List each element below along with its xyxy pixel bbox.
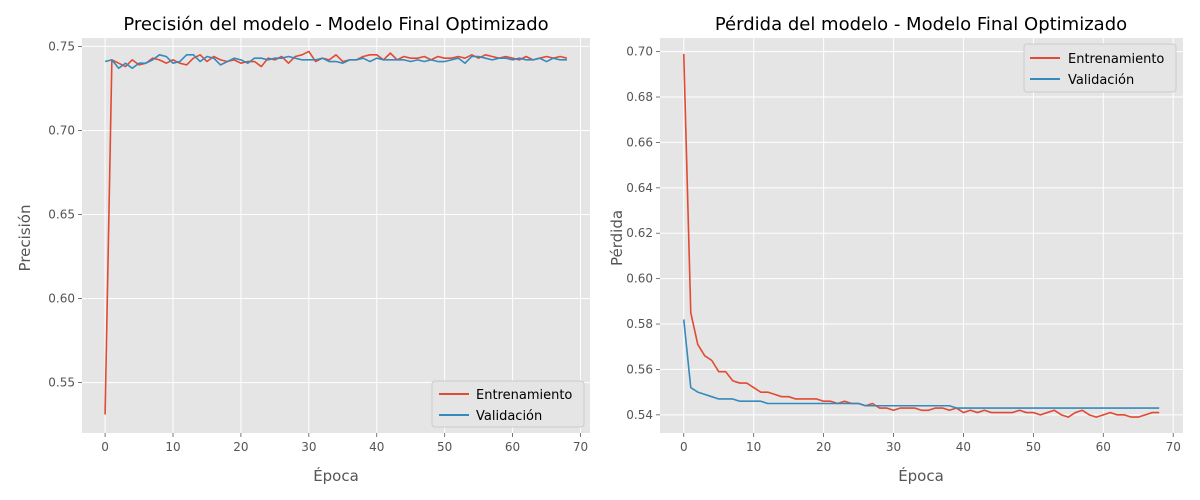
loss-y-tick-label: 0.54 (626, 408, 653, 422)
loss-legend-label-validation: Validación (1068, 73, 1134, 88)
accuracy-legend-label-validation: Validación (476, 409, 542, 424)
loss-series (682, 53, 1160, 418)
loss-chart: 0 10 20 30 40 50 60 70 0.54 0.56 0.58 0.60 0.62 0.64 0… (608, 14, 1183, 485)
loss-x-tick-label: 60 (1096, 440, 1111, 454)
accuracy-y-tick-label: 0.70 (48, 123, 75, 137)
loss-x-tick-label: 40 (956, 440, 971, 454)
accuracy-x-tick-label: 50 (437, 440, 452, 454)
loss-legend-box (1023, 43, 1177, 93)
accuracy-x-tick-label: 60 (505, 440, 520, 454)
loss-y-axis-label: Pérdida (608, 210, 626, 266)
accuracy-legend: Entrenamiento Validación (431, 380, 585, 428)
loss-chart-title: Pérdida del modelo - Modelo Final Optimi… (715, 14, 1127, 35)
loss-y-tick-label: 0.66 (626, 135, 653, 149)
loss-y-tick-label: 0.70 (626, 45, 653, 59)
accuracy-grid (82, 38, 590, 433)
accuracy-x-tick-label: 30 (301, 440, 316, 454)
accuracy-series-line-train (104, 50, 568, 415)
loss-plot-area (660, 38, 1183, 433)
loss-y-tick-label: 0.68 (626, 90, 653, 104)
loss-series-line-train (682, 53, 1160, 418)
loss-series-line-validation (682, 319, 1160, 409)
accuracy-chart: 0 10 20 30 40 50 60 70 0.55 0.60 0.65 0.70 0.75 Prec… (16, 14, 590, 485)
loss-ticks: 0 10 20 30 40 50 60 70 0.54 0.56 0.58 0.60 0.62 0.64 0… (626, 45, 1181, 454)
loss-y-tick-label: 0.60 (626, 272, 653, 286)
accuracy-x-tick-label: 70 (573, 440, 588, 454)
loss-legend-label-train: Entrenamiento (1068, 52, 1164, 67)
accuracy-series (104, 50, 568, 415)
accuracy-y-tick-label: 0.65 (48, 207, 75, 221)
loss-y-tick-label: 0.62 (626, 226, 653, 240)
accuracy-legend-label-train: Entrenamiento (476, 388, 572, 403)
loss-x-tick-label: 20 (816, 440, 831, 454)
loss-x-tick-label: 70 (1166, 440, 1181, 454)
loss-y-tick-label: 0.56 (626, 362, 653, 376)
accuracy-chart-title: Precisión del modelo - Modelo Final Opti… (123, 14, 548, 35)
accuracy-ticks: 0 10 20 30 40 50 60 70 0.55 0.60 0.65 0.70 0.75 (48, 39, 588, 454)
accuracy-series-line-validation (104, 54, 567, 70)
loss-y-tick-label: 0.58 (626, 317, 653, 331)
loss-x-tick-label: 0 (680, 440, 688, 454)
loss-legend: Entrenamiento Validación (1023, 43, 1177, 93)
loss-x-tick-label: 10 (746, 440, 761, 454)
accuracy-x-axis-label: Época (313, 466, 359, 485)
loss-x-tick-label: 50 (1026, 440, 1041, 454)
loss-grid (660, 38, 1183, 433)
accuracy-y-tick-label: 0.55 (48, 376, 75, 390)
loss-x-tick-label: 30 (886, 440, 901, 454)
accuracy-plot-area (82, 38, 590, 433)
accuracy-x-tick-label: 40 (369, 440, 384, 454)
loss-x-axis-label: Época (898, 466, 944, 485)
accuracy-y-axis-label: Precisión (16, 205, 34, 272)
loss-y-tick-label: 0.64 (626, 181, 653, 195)
accuracy-x-tick-label: 10 (165, 440, 180, 454)
accuracy-x-tick-label: 20 (233, 440, 248, 454)
accuracy-y-tick-label: 0.75 (48, 39, 75, 53)
accuracy-x-tick-label: 0 (101, 440, 109, 454)
accuracy-y-tick-label: 0.60 (48, 292, 75, 306)
accuracy-legend-box (431, 380, 585, 428)
